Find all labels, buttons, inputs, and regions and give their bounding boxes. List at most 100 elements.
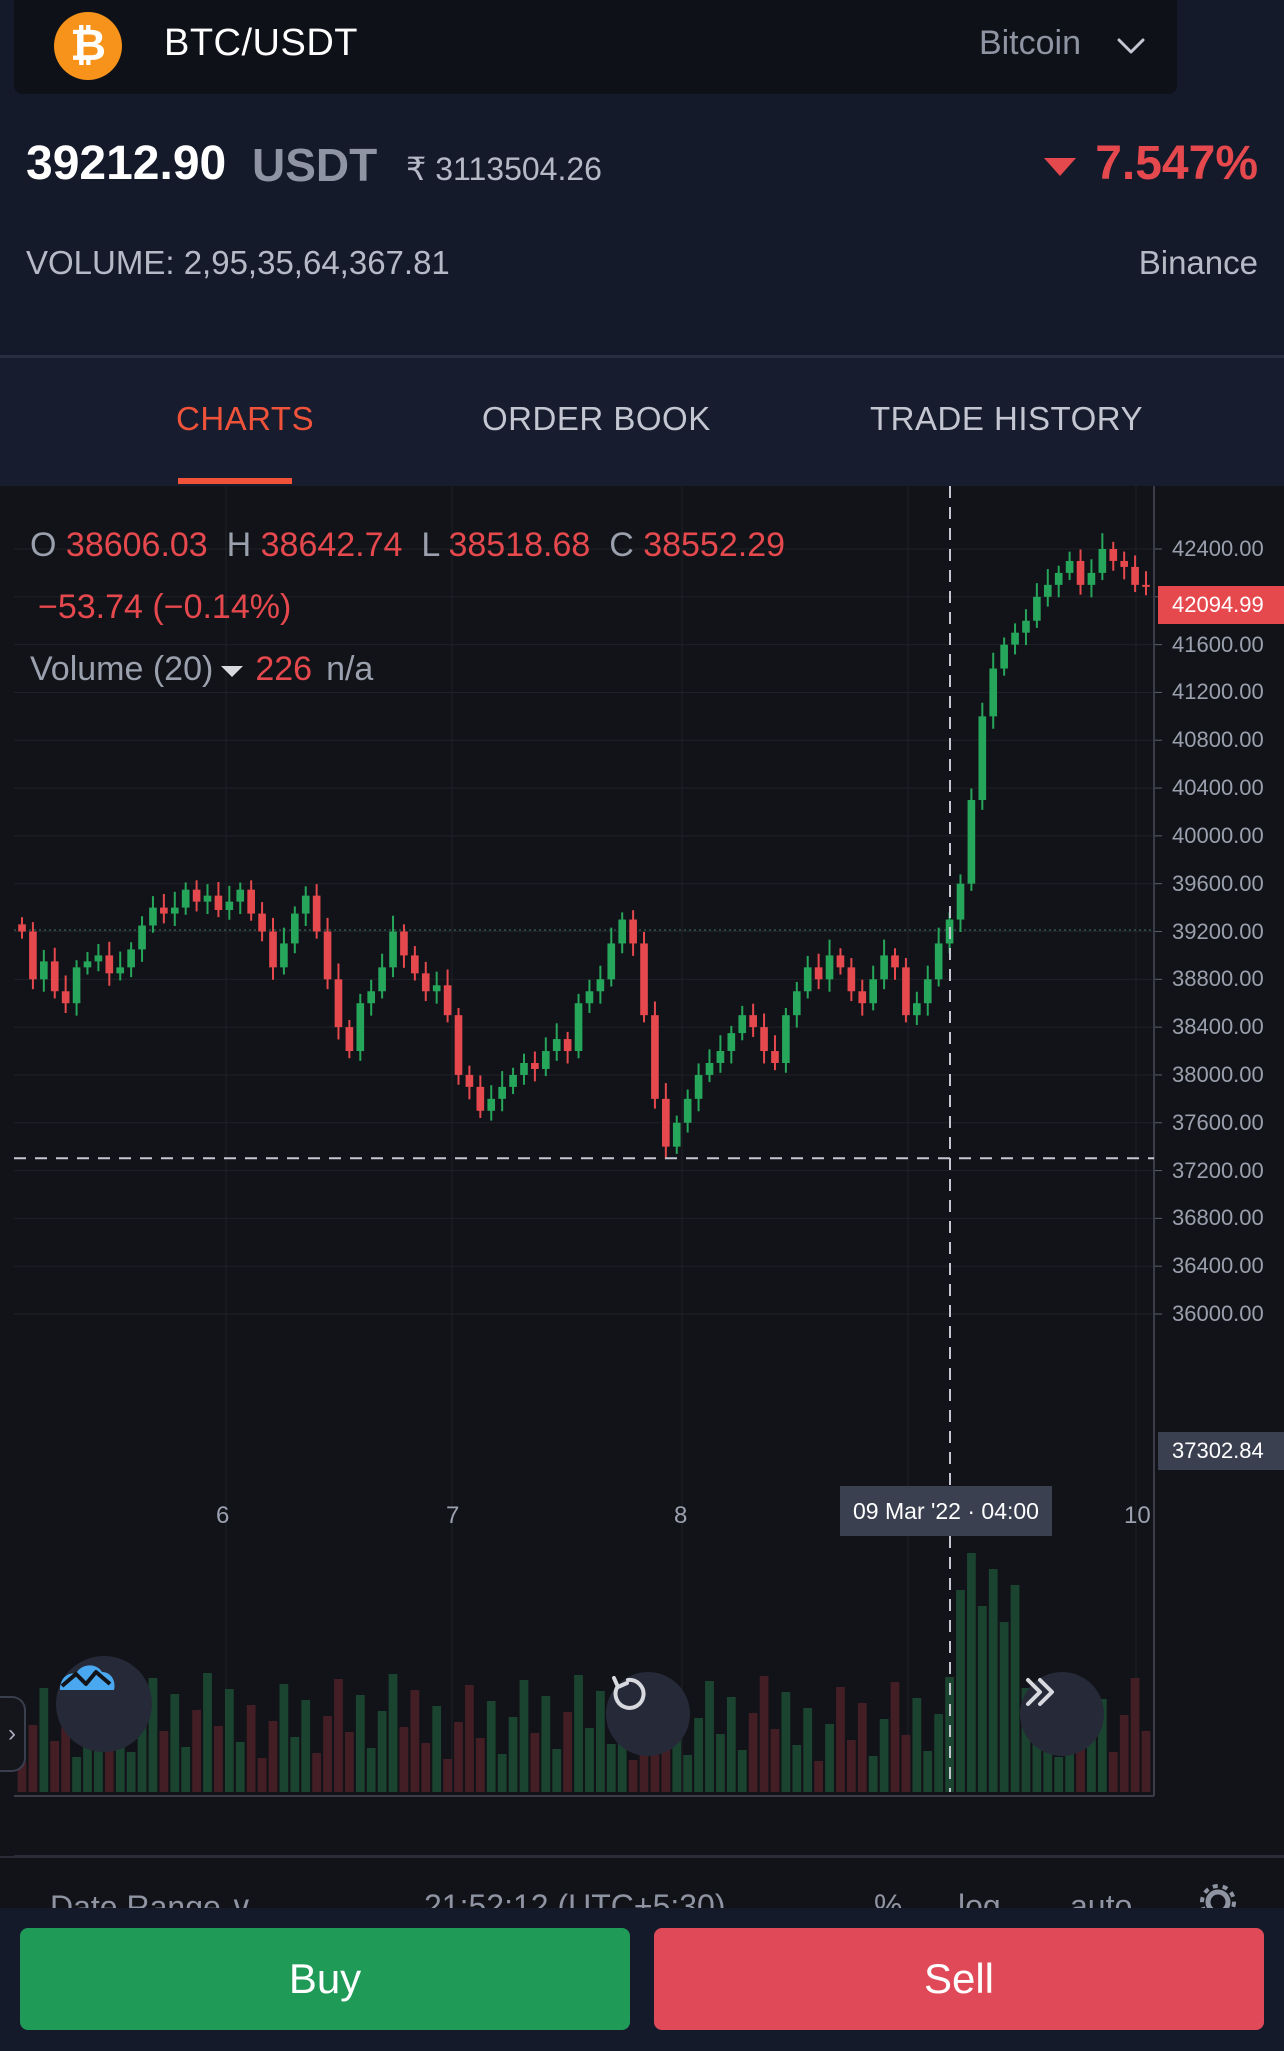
candle-body [389,931,397,968]
candle-body [269,931,277,968]
volume-bar [694,1718,703,1792]
candle-body [18,924,26,932]
candle-body [149,907,157,926]
drawing-toolbar-toggle[interactable]: › [0,1696,26,1772]
volume-bar [967,1553,976,1792]
volume-bar [748,1713,758,1792]
candle-body [902,967,910,1016]
candle-body [400,931,408,956]
volume-bar [170,1694,180,1792]
volume-bar [475,1738,485,1792]
active-tab-indicator [178,478,292,484]
candle-body [465,1074,474,1087]
volume-bar [61,1704,71,1792]
candle-body [1022,620,1030,633]
volume-bar [290,1737,300,1792]
price-chart[interactable]: O 38606.03 H 38642.74 L 38518.68 C 38552… [0,486,1284,1908]
volume-bar [181,1747,191,1792]
candle-body [1065,560,1074,573]
candle-body [541,1051,550,1069]
volume-bar [912,1698,922,1792]
volume-bar [803,1708,813,1792]
price-axis-label: 36400.00 [1172,1253,1264,1279]
volume-bar [377,1711,387,1792]
reset-chart-button[interactable] [606,1672,690,1756]
candle-body [301,895,310,914]
volume-bar [443,1759,452,1792]
volume-bar [355,1695,365,1792]
auto-toggle[interactable]: auto [1070,1888,1133,1908]
candle-body [170,907,179,914]
scroll-to-latest-button[interactable] [1020,1672,1104,1756]
volume-bar [17,1762,27,1792]
candle-body [203,895,212,902]
volume-bar [1108,1752,1118,1792]
time-axis-label: 7 [446,1502,460,1529]
candle-body [50,961,59,992]
candle-body [771,1051,779,1063]
volume-bar [1065,1720,1074,1792]
candle-body [94,955,103,962]
candle-body [214,895,223,910]
candle-body [487,1098,496,1111]
candle-body [1076,560,1085,585]
sell-button[interactable]: Sell [654,1928,1264,2030]
candle-body [978,716,987,801]
candle-body [836,955,845,968]
volume-bar [781,1692,791,1792]
volume-bar [454,1722,463,1792]
caret-down-icon[interactable] [221,665,244,677]
tab-trade-history[interactable]: TRADE HISTORY [870,400,1143,437]
volume-bar [988,1569,998,1792]
volume-bar [770,1729,780,1792]
volume-indicator-legend[interactable]: Volume (20) 226 n/a [30,650,373,689]
buy-button[interactable]: Buy [20,1928,630,2030]
date-range-button[interactable]: Date Range ∨ [50,1889,254,1908]
price-axis-label: 37200.00 [1172,1157,1264,1183]
candle-body [345,1027,354,1052]
volume-indicator-value: 226 [255,650,313,688]
candle-body [1011,632,1019,645]
pair-selector[interactable]: ₿ BTC/USDT Bitcoin [14,0,1177,94]
volume-bar [323,1716,332,1792]
candlestick-chart[interactable] [0,486,1284,1856]
volume-bar [541,1696,551,1792]
candle-body [280,943,288,968]
log-toggle[interactable]: log [958,1888,1001,1908]
volume-bar [672,1702,682,1792]
volume-bar [596,1691,605,1792]
volume-bar [224,1689,234,1792]
volume-bar [879,1719,889,1792]
volume-indicator-na: n/a [326,650,374,688]
candle-body [651,1015,659,1099]
candle-body [618,919,627,944]
chart-indicator-button[interactable] [56,1656,152,1752]
volume-bar [1130,1678,1140,1792]
percent-toggle[interactable]: % [874,1888,903,1908]
price-axis-label: 39200.00 [1172,918,1264,944]
candle-body [290,913,299,944]
time-axis-label: 6 [216,1502,230,1529]
volume-bar [683,1755,693,1792]
volume-bar [486,1701,496,1792]
candle-body [83,961,92,968]
volume-bar [28,1725,38,1792]
double-chevron-right-icon [1026,1678,1054,1706]
volume-bar [72,1757,81,1792]
candle-body [792,991,801,1016]
volume-bar [890,1682,900,1792]
chevron-down-icon[interactable] [1115,30,1147,62]
exchange-name: Binance [1138,244,1258,281]
candle-body [1131,566,1139,585]
candle-body [1142,584,1150,587]
bitcoin-icon: ₿ [54,12,122,80]
tab-order-book[interactable]: ORDER BOOK [482,400,711,437]
gear-icon[interactable] [1198,1882,1238,1908]
tab-charts[interactable]: CHARTS [176,400,315,437]
candle-body [1120,560,1128,567]
candle-body [1000,644,1008,669]
order-action-bar: Buy Sell [0,1908,1284,2051]
volume-bar [563,1712,572,1792]
volume-bar [334,1679,343,1792]
